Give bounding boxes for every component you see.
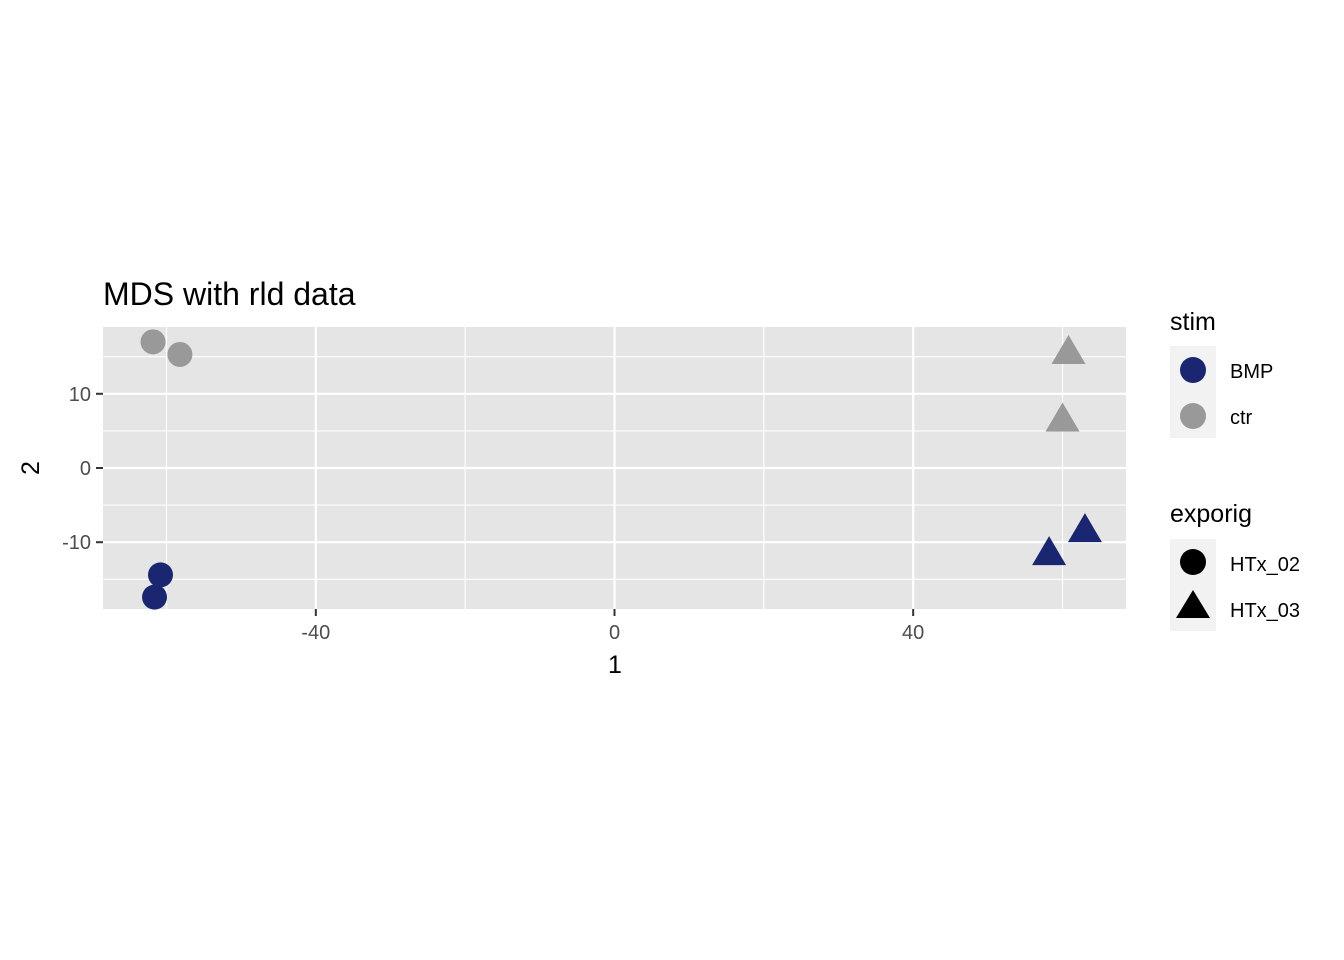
legend-label-htx02: HTx_02 — [1230, 554, 1300, 576]
legend-stim: stim BMP ctr — [1170, 308, 1273, 438]
y-tick-label: -10 — [62, 532, 91, 554]
chart-title: MDS with rld data — [103, 276, 356, 312]
legend-stim-title: stim — [1170, 308, 1216, 336]
y-axis-title: 2 — [17, 461, 45, 475]
legend-key-htx03-triangle-icon — [1176, 590, 1210, 618]
legend-key-bmp — [1180, 357, 1206, 383]
legend-key-htx02-circle-icon — [1180, 549, 1206, 575]
point-bmp-htx03 — [1032, 536, 1067, 566]
point-bmp-htx03 — [1067, 513, 1102, 543]
point-ctr-htx03 — [1051, 334, 1086, 364]
axis-ticks: -40 0 40 -10 0 10 — [62, 384, 924, 644]
x-tick-label: -40 — [301, 622, 330, 644]
legend-key-ctr — [1180, 403, 1206, 429]
point-ctr-htx02 — [140, 329, 166, 355]
x-tick-label: 40 — [902, 622, 924, 644]
y-tick-label: 0 — [80, 458, 91, 480]
legend-label-ctr: ctr — [1230, 407, 1253, 429]
y-tick-label: 10 — [69, 384, 91, 406]
legend-label-htx03: HTx_03 — [1230, 600, 1300, 622]
legend-exporig: exporig HTx_02 HTx_03 — [1170, 500, 1300, 631]
x-tick-label: 0 — [609, 622, 620, 644]
point-ctr-htx03 — [1045, 402, 1080, 432]
point-bmp-htx02 — [147, 562, 173, 588]
point-bmp-htx02 — [142, 584, 168, 610]
major-gridlines — [103, 327, 1126, 609]
legend-label-bmp: BMP — [1230, 361, 1273, 383]
point-ctr-htx02 — [167, 341, 193, 367]
data-points — [140, 329, 1102, 610]
legend-exporig-title: exporig — [1170, 500, 1252, 528]
x-axis-title: 1 — [608, 651, 622, 679]
